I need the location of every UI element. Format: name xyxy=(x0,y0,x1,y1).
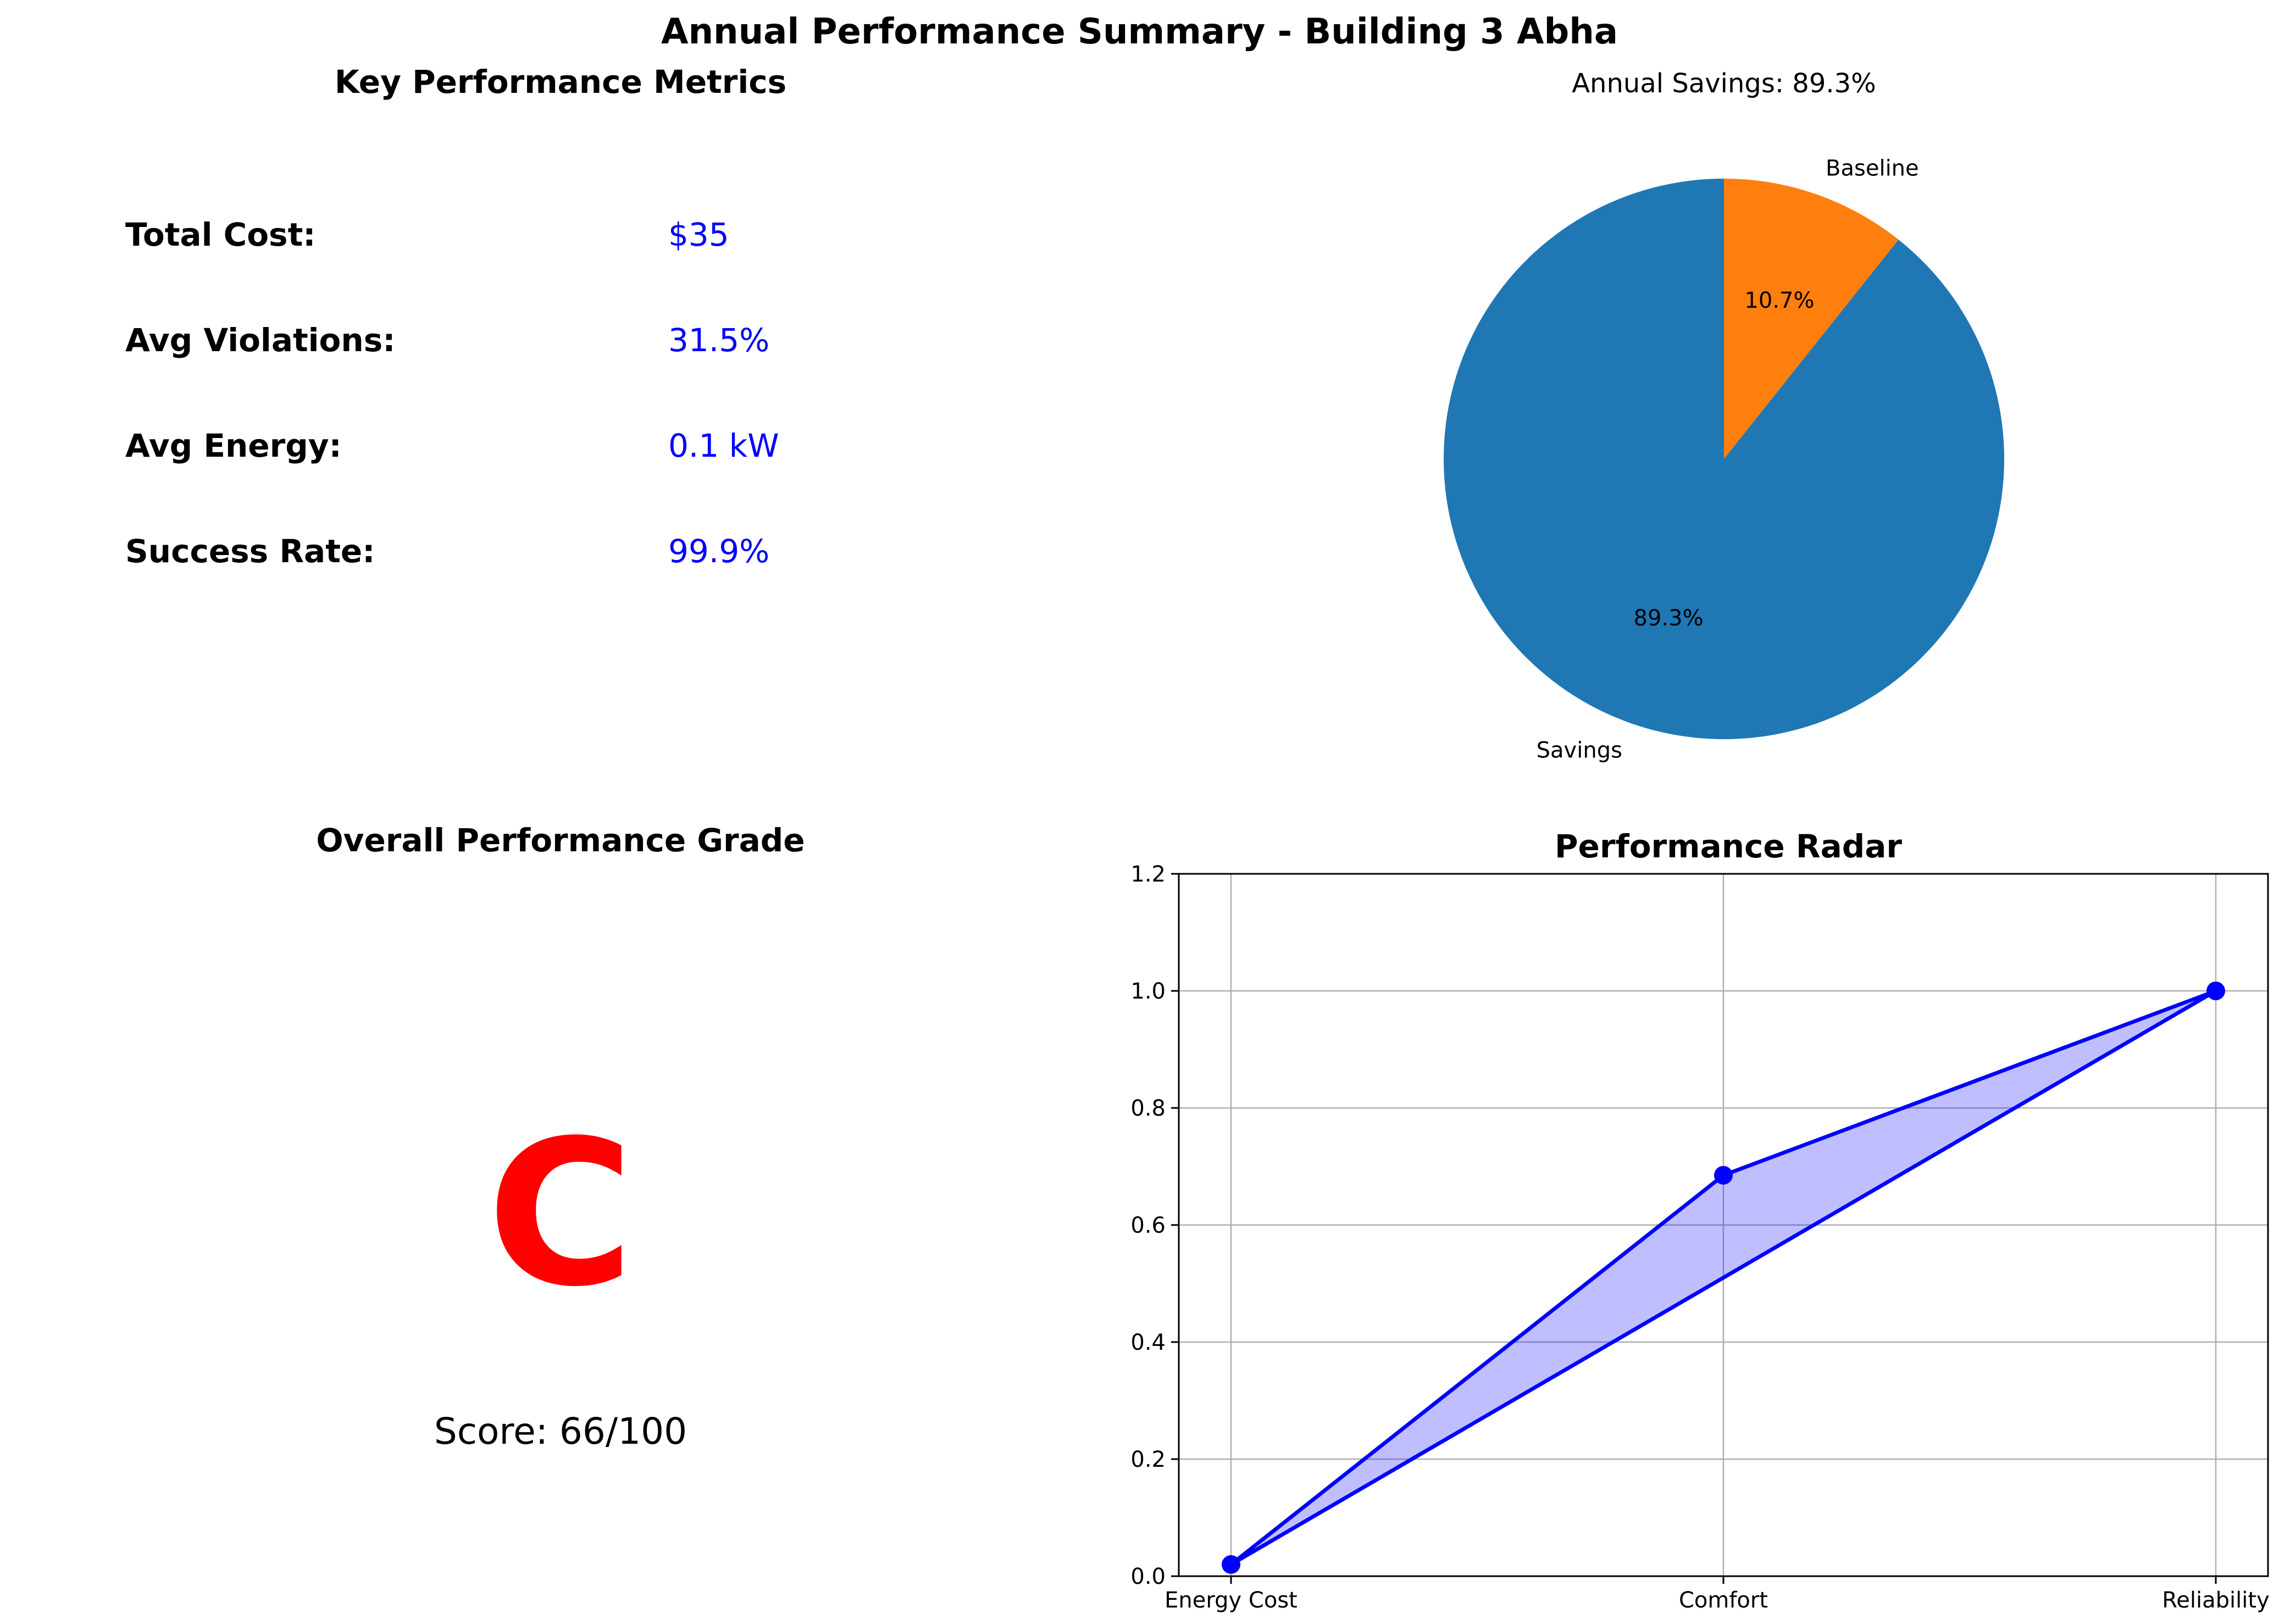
metric-label-avg-violations: Avg Violations: xyxy=(125,322,396,359)
metric-label-avg-energy: Avg Energy: xyxy=(125,427,342,464)
pie-pct-label-savings: 89.3% xyxy=(1634,606,1704,631)
radar-ytick-label: 0.4 xyxy=(1130,1330,1166,1355)
grade-panel-title: Overall Performance Grade xyxy=(316,822,805,859)
savings-pie-chart: Annual Savings: 89.3% 89.3% Savings 10.7% B… xyxy=(1444,68,2005,763)
pie-slice-savings xyxy=(1444,179,2005,739)
radar-fill xyxy=(1231,991,2216,1565)
pie-label-savings: Savings xyxy=(1537,738,1622,763)
radar-ytick-label: 1.2 xyxy=(1130,862,1166,887)
radar-ytick-label: 0.6 xyxy=(1130,1213,1166,1238)
pie-title: Annual Savings: 89.3% xyxy=(1572,68,1876,99)
radar-point-reliability xyxy=(2206,982,2225,1000)
score-text: Score: 66/100 xyxy=(434,1410,687,1453)
metric-label-total-cost: Total Cost: xyxy=(125,216,316,253)
pie-pct-label-baseline: 10.7% xyxy=(1744,288,1814,313)
radar-ytick-label: 0.2 xyxy=(1130,1447,1166,1472)
radar-line xyxy=(1229,989,2218,1566)
figure-title: Annual Performance Summary - Building 3 … xyxy=(661,12,1618,52)
metric-value-total-cost: $35 xyxy=(668,216,729,253)
radar-ytick-label: 0.8 xyxy=(1130,1096,1166,1121)
grade-panel: Overall Performance Grade C Score: 66/10… xyxy=(0,819,1121,1624)
radar-ytick-label: 1.0 xyxy=(1130,979,1166,1004)
radar-point-energy-cost xyxy=(1222,1555,1240,1574)
radar-title: Performance Radar xyxy=(1555,828,1902,865)
savings-pie-panel: Annual Savings: 89.3% 89.3% Savings 10.7% B… xyxy=(1121,55,2279,769)
grade-letter: C xyxy=(487,1098,634,1331)
metrics-panel-title: Key Performance Metrics xyxy=(334,63,787,101)
radar-ytick-label: 0.0 xyxy=(1130,1564,1166,1589)
radar-xtick-label: Comfort xyxy=(1679,1588,1768,1613)
metric-value-avg-violations: 31.5% xyxy=(668,322,770,359)
radar-axes-frame xyxy=(1178,873,2269,1577)
metric-value-success-rate: 99.9% xyxy=(668,533,770,570)
pie-slice-baseline xyxy=(1724,179,1899,459)
radar-point-comfort xyxy=(1714,1166,1733,1185)
radar-xtick-label: Energy Cost xyxy=(1165,1588,1297,1613)
metric-label-success-rate: Success Rate: xyxy=(125,533,375,570)
radar-xtick-label: Reliability xyxy=(2162,1588,2269,1613)
pie-label-baseline: Baseline xyxy=(1826,156,1919,181)
metric-value-avg-energy: 0.1 kW xyxy=(668,427,779,464)
metrics-panel: Key Performance Metrics Total Cost: $35 … xyxy=(0,55,1121,769)
